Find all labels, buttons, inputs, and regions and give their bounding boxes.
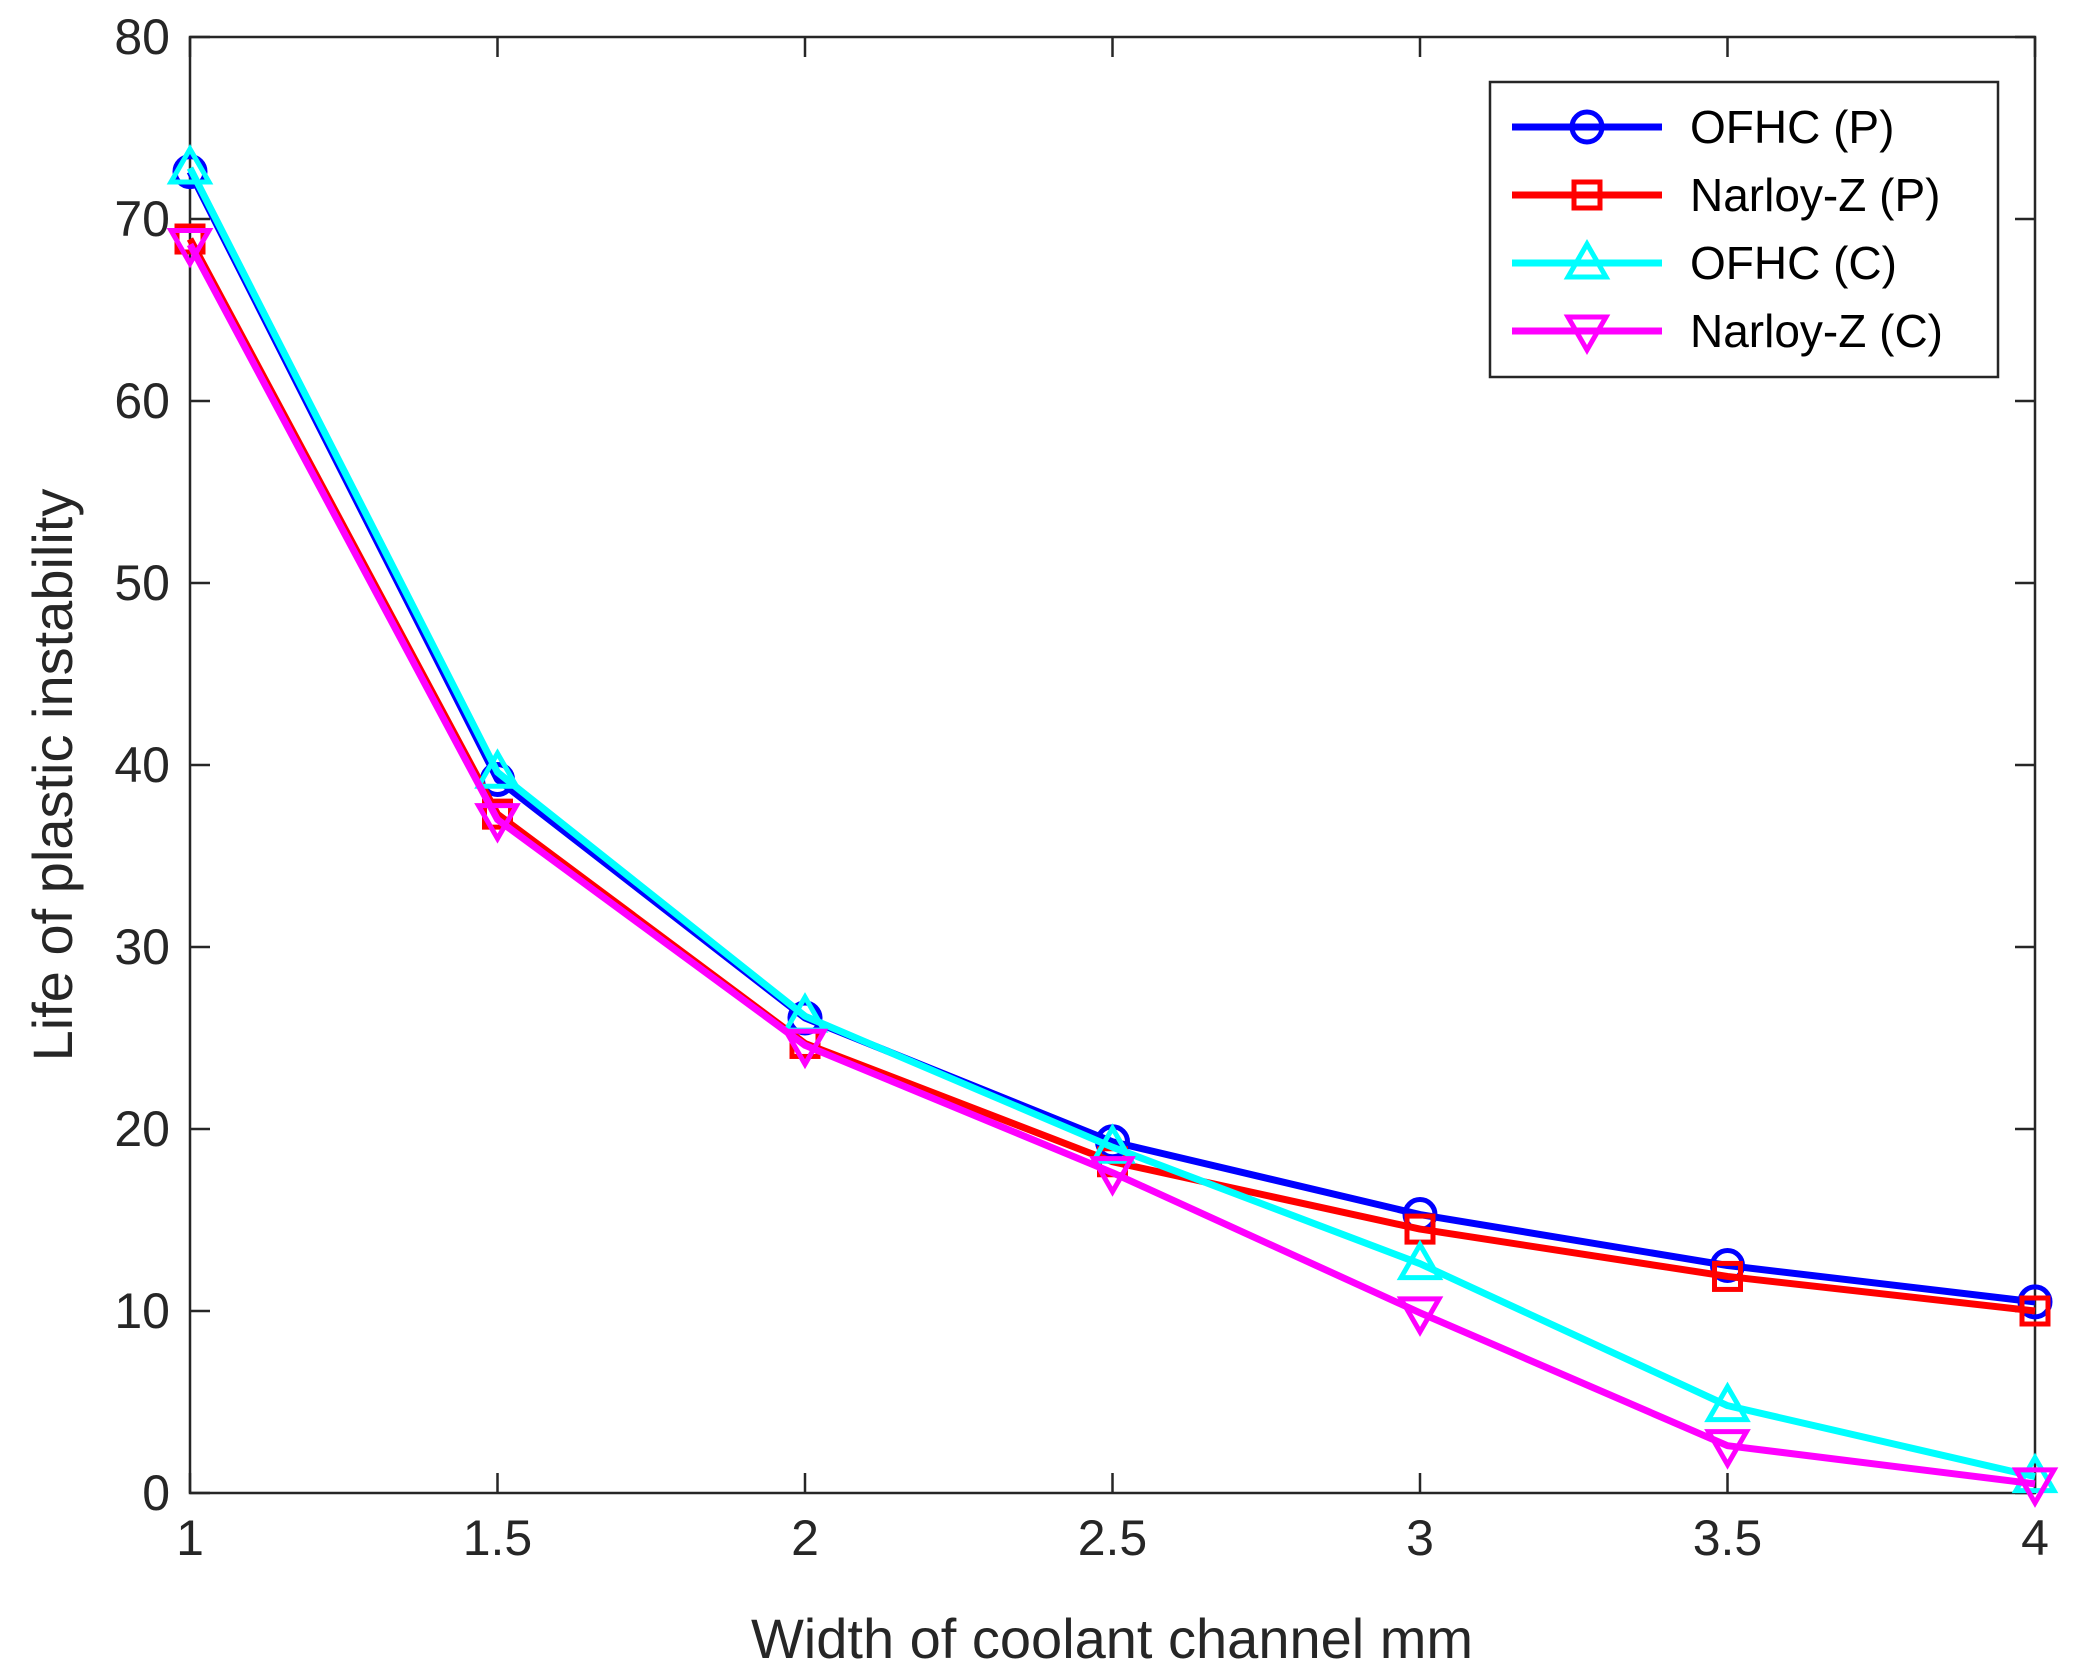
legend-marker xyxy=(1563,238,1611,280)
data-point xyxy=(474,748,521,789)
legend-marker xyxy=(1571,179,1603,211)
data-point xyxy=(1704,1381,1751,1423)
y-tick-label: 70 xyxy=(114,191,170,247)
y-tick-label: 40 xyxy=(114,737,170,793)
data-point xyxy=(1396,1296,1444,1337)
legend-label: OFHC (P) xyxy=(1690,101,1894,153)
data-point xyxy=(2011,1452,2059,1494)
data-point xyxy=(2019,1295,2051,1327)
data-point xyxy=(1089,1156,1136,1197)
legend-item: Narloy-Z (P) xyxy=(1512,169,1940,221)
y-tick-label: 80 xyxy=(114,9,170,65)
data-point xyxy=(1712,1260,1743,1292)
x-tick-label: 3.5 xyxy=(1693,1510,1763,1566)
y-tick-label: 50 xyxy=(114,555,170,611)
data-point xyxy=(2011,1467,2059,1508)
y-tick-label: 10 xyxy=(114,1283,170,1339)
series-4 xyxy=(166,227,2059,1508)
x-tick-label: 2 xyxy=(791,1510,819,1566)
legend-marker xyxy=(1563,314,1611,356)
data-point xyxy=(1704,1429,1751,1470)
data-point xyxy=(1089,1123,1136,1164)
data-point xyxy=(166,144,214,185)
x-tick-label: 1 xyxy=(176,1510,204,1566)
series-line xyxy=(186,166,2036,1481)
x-tick-label: 4 xyxy=(2021,1510,2049,1566)
y-tick-label: 20 xyxy=(114,1101,170,1157)
legend-label: Narloy-Z (P) xyxy=(1690,169,1940,221)
data-point xyxy=(474,803,521,844)
y-axis-title: Life of plastic instability xyxy=(21,489,84,1062)
x-tick-label: 2.5 xyxy=(1078,1510,1148,1566)
legend-item: OFHC (P) xyxy=(1512,101,1894,153)
data-point xyxy=(166,227,214,269)
data-point xyxy=(781,1028,829,1070)
legend-label: Narloy-Z (C) xyxy=(1690,305,1943,357)
x-tick-label: 1.5 xyxy=(463,1510,533,1566)
legend-marker xyxy=(1569,109,1605,145)
x-axis-title: Width of coolant channel mm xyxy=(751,1607,1473,1670)
data-point xyxy=(1396,1239,1444,1281)
legend-label: OFHC (C) xyxy=(1690,237,1897,289)
y-tick-label: 0 xyxy=(142,1465,170,1521)
y-tick-label: 60 xyxy=(114,373,170,429)
legend-item: OFHC (C) xyxy=(1512,237,1897,289)
y-tick-label: 30 xyxy=(114,919,170,975)
series-line xyxy=(186,242,2036,1488)
legend-item: Narloy-Z (C) xyxy=(1512,305,1943,357)
x-tick-label: 3 xyxy=(1406,1510,1434,1566)
